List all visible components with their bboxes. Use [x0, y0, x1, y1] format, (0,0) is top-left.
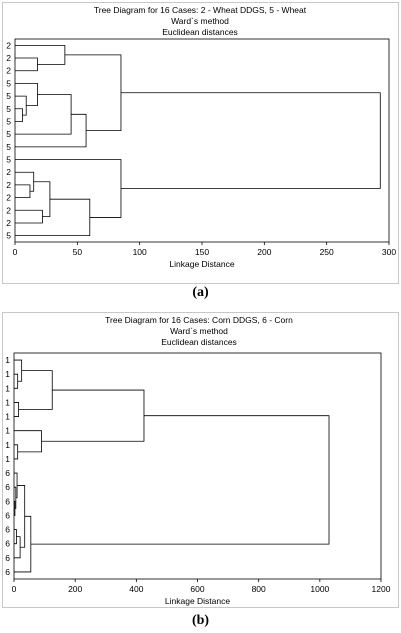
dendrogram-link: [17, 485, 26, 548]
dendrogram-link: [15, 113, 87, 148]
caption-a: (a): [192, 285, 209, 300]
leaf-label: 2: [6, 193, 11, 203]
x-tick-label: 1200: [372, 584, 391, 594]
x-tick-label: 400: [129, 584, 143, 594]
chart-subtitle-2: Euclidean distances: [161, 337, 237, 347]
dendrogram-link: [33, 181, 51, 218]
leaf-label: 1: [5, 412, 10, 422]
leaf-label: 1: [5, 397, 10, 407]
leaf-label: 5: [6, 91, 11, 101]
dendrogram-link: [15, 44, 66, 65]
dendrogram-link: [15, 209, 43, 224]
leaf-label: 2: [6, 205, 11, 215]
leaf-label: 5: [6, 155, 11, 165]
leaf-label: 5: [6, 116, 11, 126]
x-tick-label: 100: [133, 247, 147, 257]
leaf-label: 2: [6, 40, 11, 50]
leaf-label: 6: [5, 525, 10, 535]
leaf-label: 2: [6, 53, 11, 63]
dendrogram-link: [15, 95, 27, 116]
leaf-label: 1: [5, 440, 10, 450]
x-tick-label: 50: [73, 247, 83, 257]
leaf-label: 5: [6, 142, 11, 152]
dendrogram-link: [64, 54, 122, 131]
chart-subtitle: Ward`s method: [170, 326, 228, 336]
plot-frame: [14, 38, 390, 243]
leaf-label: 6: [5, 539, 10, 549]
x-tick-label: 250: [320, 247, 334, 257]
dendrogram-link: [14, 515, 32, 573]
leaf-label: 5: [6, 78, 11, 88]
dendrogram-link: [41, 389, 145, 442]
leaf-label: 1: [5, 369, 10, 379]
dendrogram-link: [14, 444, 19, 460]
chart-title: Tree Diagram for 16 Cases: Corn DDGS, 6 …: [105, 315, 293, 325]
leaf-label: 6: [5, 567, 10, 577]
x-tick-label: 150: [195, 247, 209, 257]
leaf-label: 2: [6, 66, 11, 76]
x-tick-label: 800: [252, 584, 266, 594]
dendrogram-link: [18, 370, 53, 410]
x-axis-label: Linkage Distance: [165, 596, 230, 606]
dendrogram-link: [15, 108, 23, 122]
chart-title: Tree Diagram for 16 Cases: 2 - Wheat DDG…: [94, 5, 307, 15]
leaf-label: 6: [5, 482, 10, 492]
dendrogram-link: [15, 94, 72, 135]
leaf-label: 2: [6, 180, 11, 190]
leaf-label: 2: [6, 167, 11, 177]
x-tick-label: 1000: [310, 584, 329, 594]
dendrogram-link: [14, 472, 18, 499]
leaf-label: 6: [5, 468, 10, 478]
caption-b: (b): [191, 613, 210, 628]
dendrogram-link: [15, 159, 122, 218]
dendrogram-link: [14, 373, 19, 389]
leaf-label: 5: [6, 104, 11, 114]
dendrogram-chart-b: Tree Diagram for 16 Cases: Corn DDGS, 6 …: [5, 315, 391, 606]
leaf-label: 1: [5, 355, 10, 365]
leaf-label: 6: [5, 496, 10, 506]
chart-panel-b: Tree Diagram for 16 Cases: Corn DDGS, 6 …: [2, 312, 399, 608]
leaf-label: 6: [5, 553, 10, 563]
chart-subtitle: Ward`s method: [171, 16, 229, 26]
dendrogram-link: [14, 402, 19, 417]
dendrogram-link: [120, 92, 381, 189]
leaf-label: 5: [6, 231, 11, 241]
chart-subtitle-2: Euclidean distances: [162, 27, 238, 37]
dendrogram-link: [14, 536, 21, 559]
dendrogram-link: [14, 500, 16, 516]
leaf-label: 5: [6, 129, 11, 139]
dendrogram-link: [15, 184, 31, 198]
dendrogram-link: [14, 430, 42, 453]
plot-frame: [13, 352, 382, 580]
x-axis-label: Linkage Distance: [169, 259, 234, 269]
leaf-label: 1: [5, 454, 10, 464]
x-tick-label: 200: [68, 584, 82, 594]
chart-panel-a: Tree Diagram for 16 Cases: 2 - Wheat DDG…: [2, 2, 399, 284]
dendrogram-link: [15, 171, 35, 192]
x-tick-label: 300: [382, 247, 396, 257]
leaf-label: 2: [6, 218, 11, 228]
x-tick-label: 600: [190, 584, 204, 594]
dendrogram-link: [15, 198, 91, 237]
leaf-label: 6: [5, 510, 10, 520]
x-tick-label: 0: [12, 584, 17, 594]
dendrogram-link: [15, 57, 38, 72]
dendrogram-chart-a: Tree Diagram for 16 Cases: 2 - Wheat DDG…: [6, 5, 396, 269]
dendrogram-link: [14, 359, 23, 382]
leaf-label: 1: [5, 426, 10, 436]
leaf-label: 1: [5, 383, 10, 393]
x-tick-label: 0: [13, 247, 18, 257]
x-tick-label: 200: [257, 247, 271, 257]
dendrogram-link: [30, 415, 330, 545]
